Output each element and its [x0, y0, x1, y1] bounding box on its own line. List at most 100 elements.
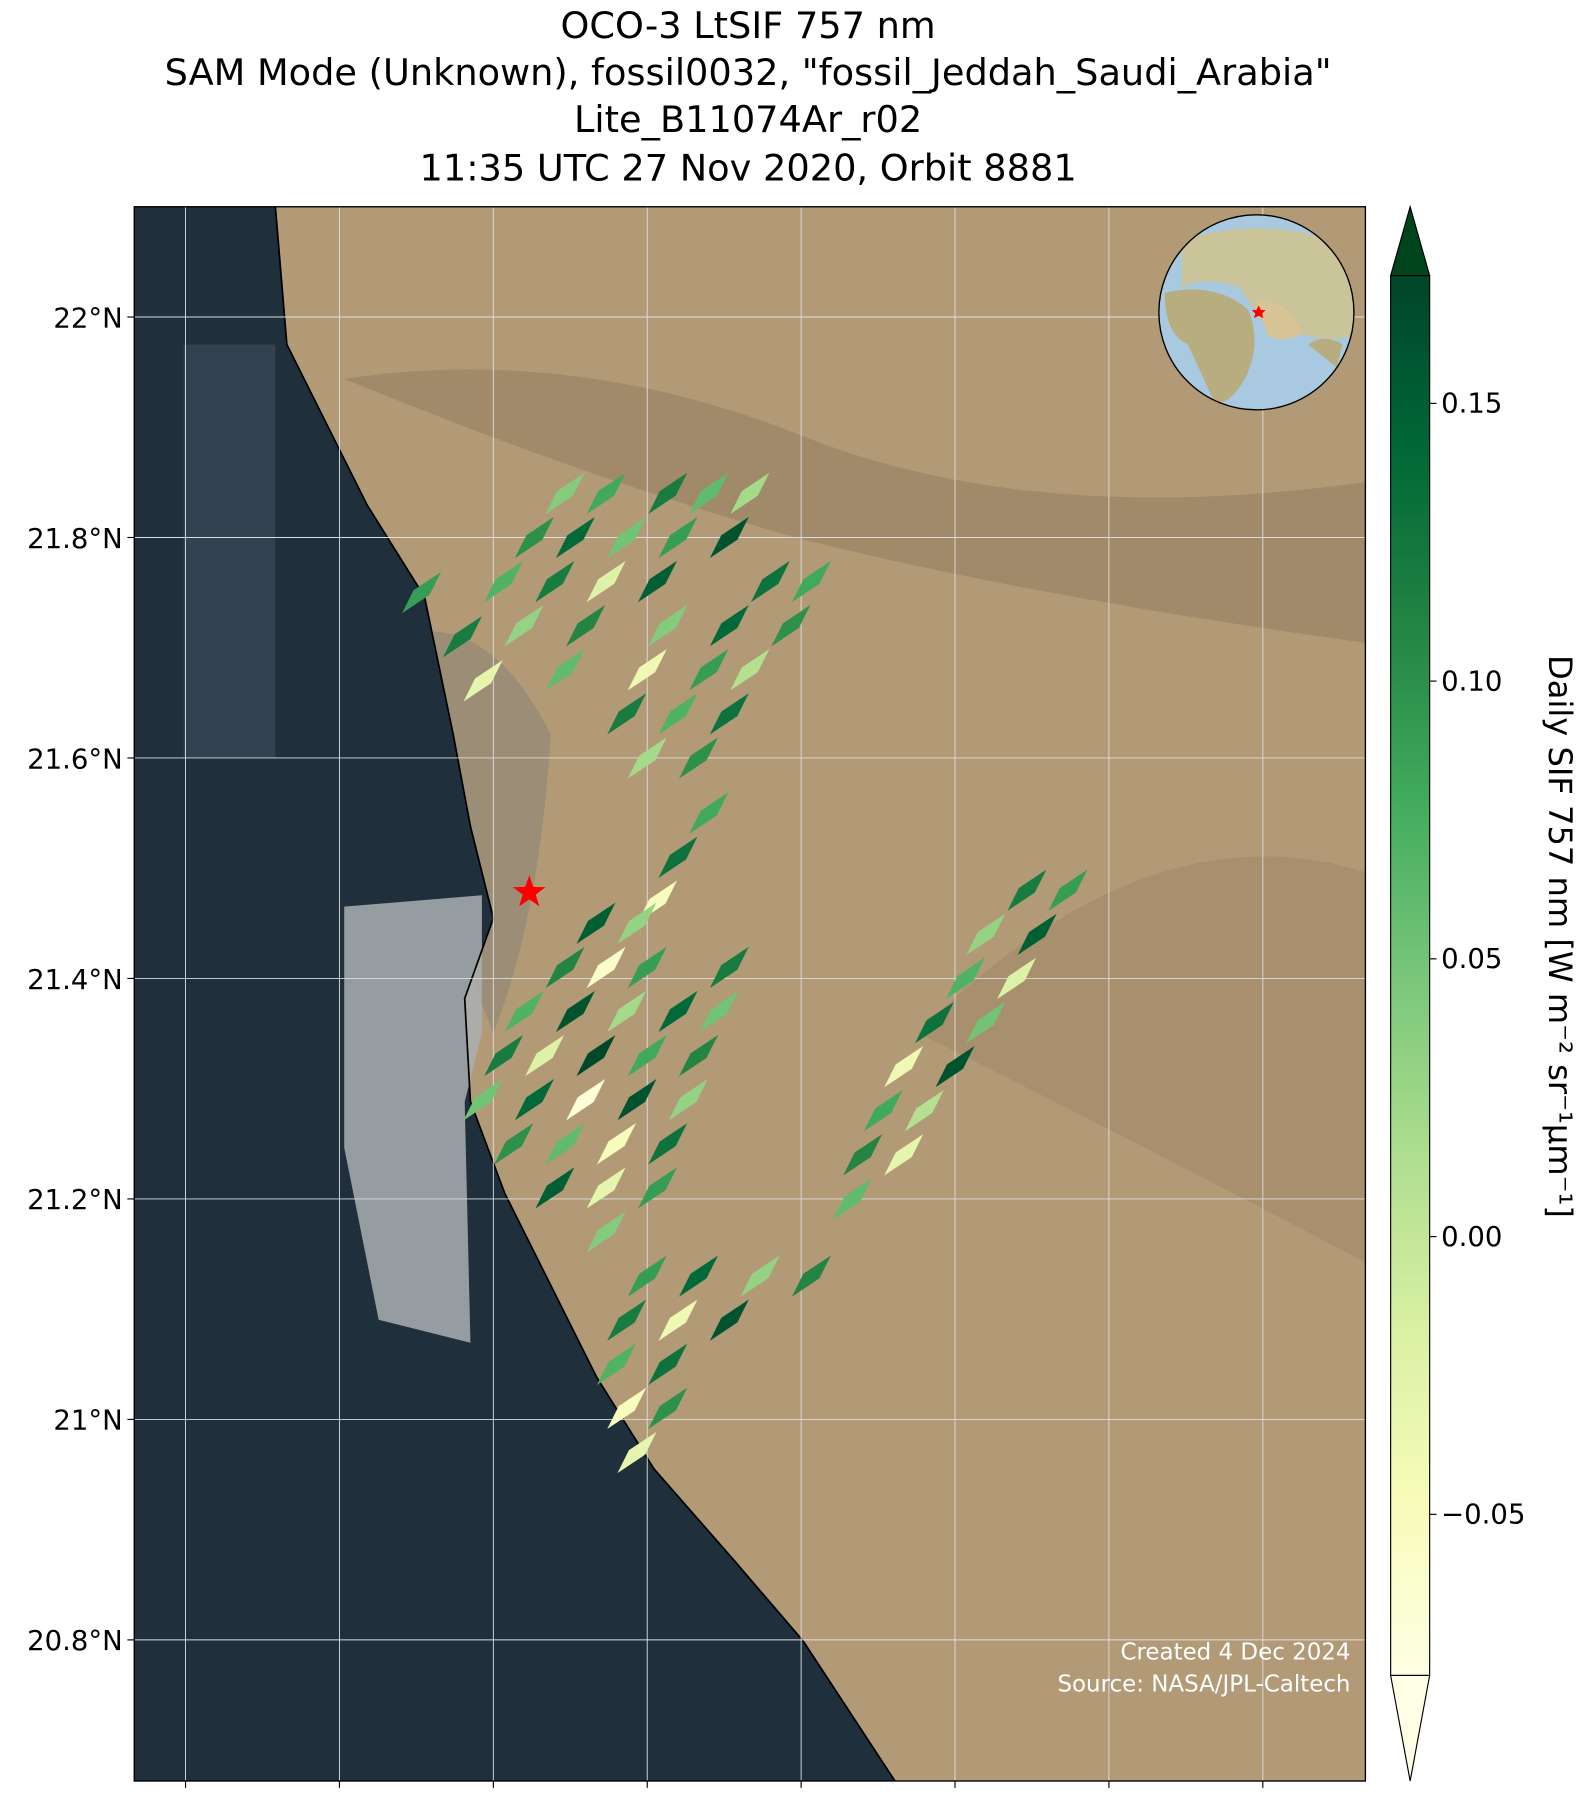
sif-cell	[566, 1079, 606, 1121]
y-tick-label: 21.4°N	[27, 964, 123, 996]
sif-cell	[658, 693, 698, 735]
sif-cell	[679, 737, 719, 779]
sif-cell	[617, 1079, 657, 1121]
sif-cell	[997, 957, 1037, 1000]
sif-cell	[914, 1001, 955, 1044]
x-tick-label: 39.15°E	[438, 1790, 548, 1795]
x-tick-label: 39.45°E	[746, 1790, 856, 1795]
sif-cell	[617, 1431, 657, 1474]
x-tick-label: 39°E	[306, 1790, 372, 1795]
sif-cell	[514, 516, 554, 559]
sif-cell	[576, 902, 616, 944]
terrain	[917, 856, 1366, 1263]
sif-cell	[648, 1343, 688, 1385]
sif-cell	[637, 1167, 677, 1209]
sif-cell	[545, 472, 585, 515]
sif-cell	[679, 1255, 719, 1297]
credit: Source: NASA/JPL-Caltech	[1057, 1672, 1350, 1698]
sif-cell	[402, 571, 442, 614]
sif-cell	[791, 560, 831, 603]
sif-cell	[863, 1090, 903, 1132]
sif-cell	[576, 1034, 616, 1077]
sif-cell	[535, 1167, 575, 1209]
sif-cell	[1007, 869, 1047, 911]
sif-cell	[555, 516, 595, 559]
sif-cell	[607, 990, 647, 1033]
globe-land	[1256, 300, 1303, 340]
shallows	[344, 895, 482, 1343]
sif-cell	[463, 660, 503, 702]
globe-land	[1181, 228, 1354, 339]
sif-cell	[627, 1255, 667, 1297]
sif-cell	[586, 472, 626, 515]
sif-cell	[627, 737, 667, 779]
sif-cell	[1017, 913, 1057, 956]
y-tick-label: 20.8°N	[27, 1625, 123, 1657]
x-tick-label: 39.6°E	[909, 1790, 1001, 1795]
sif-cell	[658, 1299, 698, 1341]
sif-cell	[607, 693, 647, 735]
sif-cell	[627, 1034, 667, 1077]
globe-land	[1308, 338, 1343, 368]
sif-cell	[730, 472, 770, 515]
y-tick-label: 21.6°N	[27, 743, 123, 775]
sif-cell	[596, 1343, 636, 1385]
globe-land	[1164, 289, 1255, 403]
sif-cell	[566, 605, 606, 647]
credit: Created 4 Dec 2024	[1120, 1639, 1350, 1665]
sif-cell	[607, 1299, 647, 1341]
sif-cell	[596, 1123, 636, 1165]
sif-cell	[658, 990, 698, 1033]
sif-cell	[545, 946, 585, 989]
sif-cell	[1048, 869, 1088, 911]
sif-cell	[843, 1134, 883, 1176]
sif-cell	[607, 516, 647, 559]
inset-globe	[1158, 214, 1355, 411]
colorbar-tick-label: 0.00	[1441, 1221, 1502, 1253]
sif-cell	[463, 1079, 503, 1121]
titles: OCO-3 LtSIF 757 nm SAM Mode (Unknown), f…	[165, 4, 1332, 189]
colorbar-extend	[1389, 204, 1431, 277]
sif-cell	[658, 516, 698, 559]
target-marker	[512, 875, 546, 907]
sif-cell	[607, 1387, 647, 1430]
sif-cell	[709, 605, 749, 647]
colorbar-tick-label: −0.05	[1441, 1499, 1525, 1531]
sif-cell	[740, 1255, 780, 1297]
sif-cells	[402, 472, 1088, 1474]
sif-cell	[791, 1255, 831, 1297]
sif-cell	[832, 1178, 872, 1220]
title-line: OCO-3 LtSIF 757 nm	[561, 4, 936, 47]
sif-cell	[648, 472, 688, 515]
sif-cell	[966, 913, 1006, 956]
colorbar-extend	[1389, 1674, 1431, 1782]
sif-cell	[709, 516, 749, 559]
sif-cell	[525, 1034, 565, 1077]
sif-cell	[586, 560, 626, 603]
x-tick-label: 39.3°E	[601, 1790, 693, 1795]
sif-cell	[668, 1079, 708, 1121]
sif-cell	[535, 560, 575, 603]
colorbar-tick-label: 0.05	[1441, 943, 1502, 975]
x-tick-label: 39.75°E	[1054, 1790, 1164, 1795]
globe-site	[1251, 305, 1266, 319]
sif-cell	[504, 990, 544, 1033]
sif-cell	[699, 990, 739, 1033]
y-tick-label: 21.2°N	[27, 1184, 123, 1216]
x-tick-label: 39.9°E	[1217, 1790, 1309, 1795]
title-line: 11:35 UTC 27 Nov 2020, Orbit 8881	[419, 146, 1076, 189]
sif-cell	[586, 946, 626, 989]
y-tick-label: 22°N	[53, 302, 122, 334]
sif-cell	[966, 1001, 1006, 1044]
sif-cell	[689, 649, 729, 691]
shallows	[183, 344, 276, 758]
sif-cell	[504, 605, 544, 647]
sif-cell	[627, 649, 667, 691]
y-tick-label: 21°N	[53, 1405, 122, 1437]
sif-cell	[484, 560, 524, 603]
sif-cell	[648, 605, 688, 647]
sif-cell	[586, 1211, 626, 1253]
sif-cell	[709, 1299, 749, 1341]
sif-cell	[884, 1045, 924, 1088]
